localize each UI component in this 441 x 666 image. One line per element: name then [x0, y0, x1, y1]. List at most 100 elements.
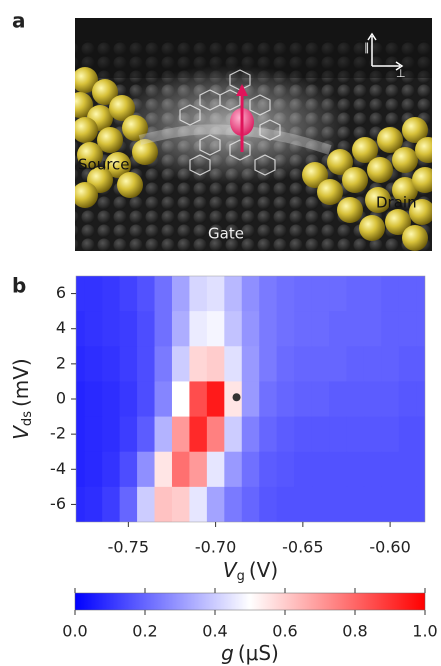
heatmap-cell [189, 416, 208, 453]
heatmap-cell [154, 346, 173, 383]
heatmap-cell [416, 276, 425, 312]
heatmap-cell [241, 276, 260, 312]
heatmap-cell [137, 346, 156, 383]
marker [232, 393, 241, 402]
heatmap-cell [154, 486, 173, 522]
panel-label: a [12, 9, 26, 33]
heatmap-cell [171, 416, 191, 453]
heatmap-cell [346, 311, 365, 347]
heatmap-cell [206, 416, 225, 453]
heatmap-cell [329, 276, 348, 312]
heatmap-cell [171, 276, 191, 312]
colorbar-tick-label: 0.6 [272, 622, 297, 641]
heatmap-cell [311, 451, 330, 488]
heatmap-cell [241, 416, 260, 453]
heatmap-cell [294, 451, 313, 488]
heatmap-cell [276, 451, 295, 488]
heatmap-cell [381, 346, 400, 383]
heatmap-cell [206, 346, 225, 383]
heatmap-cell [84, 381, 103, 418]
heatmap-cell [241, 451, 260, 488]
y-tick-label: 2 [56, 353, 66, 372]
heatmap-cell [363, 276, 382, 312]
heatmap-cell [241, 381, 260, 418]
heatmap-cell [171, 486, 191, 522]
heatmap-cells [76, 276, 425, 522]
heatmap-cell [311, 311, 330, 347]
heatmap-cell [381, 381, 400, 418]
colorbar-label: g (μS) [221, 641, 279, 665]
heatmap-cell [154, 311, 173, 347]
heatmap-cell [346, 346, 365, 383]
label-symbol: g [221, 641, 234, 665]
heatmap-cell [398, 346, 417, 383]
y-axis-label: Vds (mV) [9, 358, 35, 440]
heatmap-cell [381, 276, 400, 312]
heatmap-cell [259, 311, 278, 347]
axis-symbol: ⊥ [396, 67, 406, 80]
heatmap-cell [259, 276, 278, 312]
heatmap-cell [276, 381, 295, 418]
heatmap-cell [119, 381, 138, 418]
heatmap-cell [119, 276, 138, 312]
heatmap-cell [294, 381, 313, 418]
heatmap-cell [137, 416, 156, 453]
heatmap-cell [363, 311, 382, 347]
heatmap-cell [398, 416, 417, 453]
heatmap-cell [294, 276, 313, 312]
label-subscript: g [237, 569, 245, 584]
colorbar-tick-label: 0.2 [132, 622, 157, 641]
heatmap-cell [241, 311, 260, 347]
heatmap-cell [416, 486, 425, 522]
heatmap-cell [102, 416, 121, 453]
label-unit: (μS) [238, 641, 279, 665]
heatmap-cell [224, 416, 243, 453]
drain-label: Drain [376, 194, 417, 212]
heatmap-cell [398, 381, 417, 418]
heatmap-cell [84, 451, 103, 488]
heatmap-cell [171, 311, 191, 347]
heatmap-cell [84, 311, 103, 347]
heatmap-cell [416, 451, 425, 488]
heatmap-cell [119, 416, 138, 453]
heatmap-cell [76, 276, 86, 312]
x-axis-label: Vg (V) [223, 558, 278, 584]
y-tick-label: 0 [56, 389, 66, 408]
heatmap-cell [259, 416, 278, 453]
heatmap-cell [119, 451, 138, 488]
heatmap-cell [329, 451, 348, 488]
heatmap-cell [224, 276, 243, 312]
heatmap-cell [346, 381, 365, 418]
heatmap-cell [363, 486, 382, 522]
heatmap-cell [171, 451, 191, 488]
heatmap-cell [154, 451, 173, 488]
heatmap-cell [189, 346, 208, 383]
heatmap-cell [276, 346, 295, 383]
heatmap-cell [259, 346, 278, 383]
x-tick-label: -0.70 [195, 538, 236, 557]
y-tick-label: -4 [50, 459, 66, 478]
heatmap-cell [137, 451, 156, 488]
heatmap-cell [276, 311, 295, 347]
heatmap-cell [398, 486, 417, 522]
source-label: Source [78, 156, 130, 174]
heatmap-cell [329, 311, 348, 347]
heatmap-cell [76, 311, 86, 347]
heatmap-cell [346, 276, 365, 312]
heatmap-cell [346, 451, 365, 488]
heatmap-cell [119, 486, 138, 522]
x-tick-label: -0.60 [369, 538, 410, 557]
colorbar [74, 592, 426, 611]
label-symbol: V [223, 558, 238, 582]
heatmap-cell [189, 276, 208, 312]
heatmap-cell [329, 346, 348, 383]
heatmap-cell [311, 276, 330, 312]
heatmap-cell [189, 381, 208, 418]
heatmap-cell [206, 486, 225, 522]
heatmap-cell [381, 486, 400, 522]
label-unit: (V) [249, 558, 278, 582]
heatmap-cell [363, 346, 382, 383]
y-tick-label: 4 [56, 318, 66, 337]
panel-label: b [12, 274, 26, 298]
heatmap-cell [276, 276, 295, 312]
